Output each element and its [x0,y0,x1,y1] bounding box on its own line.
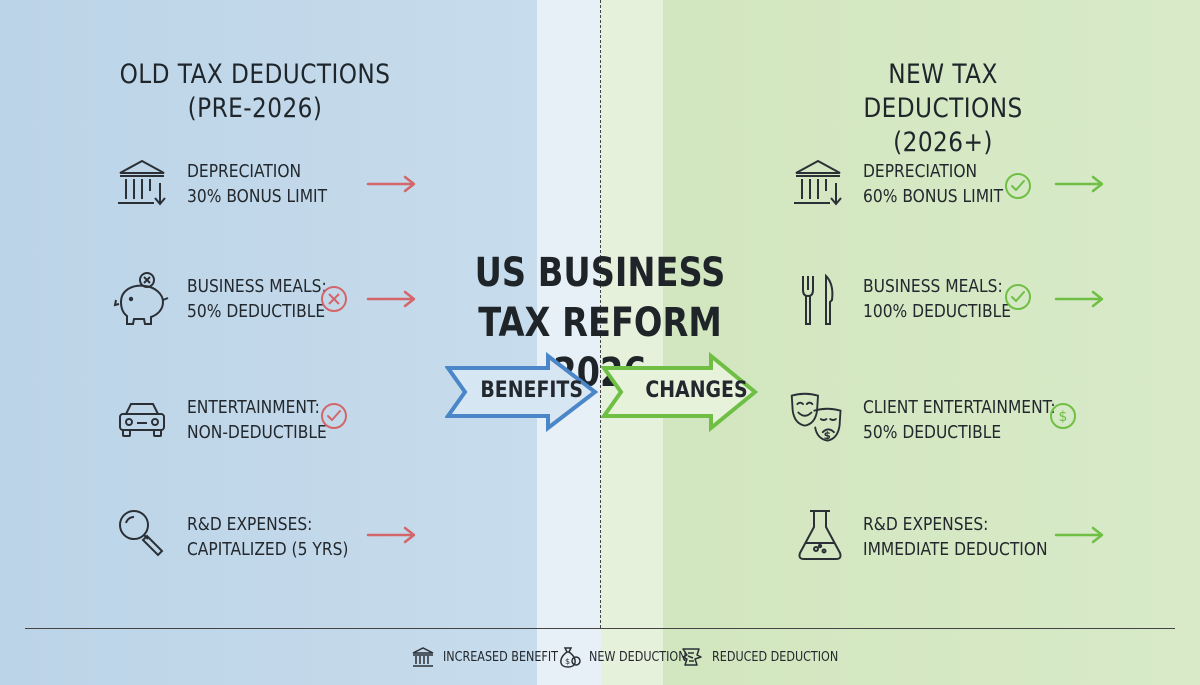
red-arrow-icon [366,290,416,308]
old-panel-background [0,0,537,685]
check-circle-icon [1005,173,1031,199]
green-arrow-icon [1054,290,1104,308]
new-deductions-title: NEW TAX DEDUCTIONS (2026+) [805,58,1080,160]
x-circle-icon [321,286,347,312]
item-line2: CAPITALIZED (5 YRS) [187,539,349,560]
changes-arrow-label: CHANGES [645,378,748,403]
legend-item-increased-benefit: INCREASED BENEFIT [411,644,577,670]
old-item-depreciation: DEPRECIATION 30% BONUS LIMIT [187,159,327,209]
main-title-line1: US BUSINESS [474,250,726,296]
flask-icon [798,510,842,560]
piggy-bank-icon [113,272,169,325]
item-line2: 60% BONUS LIMIT [863,186,1004,207]
money-bag-icon: $ [560,647,581,668]
item-line2: 50% DEDUCTIBLE [863,422,1002,443]
item-line2: 30% BONUS LIMIT [187,186,328,207]
receipt-icon [682,648,702,666]
item-line1: BUSINESS MEALS: [863,276,1003,297]
old-item-business-meals: BUSINESS MEALS: 50% DEDUCTIBLE [187,274,327,324]
new-title-line2: (2026+) [893,127,993,158]
item-line2: IMMEDIATE DEDUCTION [863,539,1048,560]
item-line1: BUSINESS MEALS: [187,276,327,297]
new-title-line1: NEW TAX DEDUCTIONS [863,59,1023,124]
svg-text:$: $ [824,430,831,442]
old-item-entertainment: ENTERTAINMENT: NON-DEDUCTIBLE [187,395,327,445]
bank-icon [412,647,434,667]
legend-item-reduced-deduction: REDUCED DEDUCTION [680,644,859,670]
benefits-arrow [445,352,599,432]
new-panel-background [663,0,1200,685]
benefits-arrow-label: BENEFITS [480,378,583,403]
svg-text:$: $ [565,657,570,666]
new-item-client-entertainment: CLIENT ENTERTAINMENT: 50% DEDUCTIBLE [863,395,1056,445]
item-line1: ENTERTAINMENT: [187,397,320,418]
new-item-business-meals: BUSINESS MEALS: 100% DEDUCTIBLE [863,274,1011,324]
old-title-line2: (PRE-2026) [187,93,323,124]
legend-divider [25,628,1175,629]
item-line1: CLIENT ENTERTAINMENT: [863,397,1056,418]
legend-item-new-deduction: $ NEW DEDUCTION [557,644,702,670]
center-light-band-right [601,0,663,685]
car-icon [119,403,165,437]
item-line1: DEPRECIATION [863,161,978,182]
item-line1: R&D EXPENSES: [187,514,313,535]
dollar-circle-icon: $ [1050,403,1076,429]
magnifier-icon [119,510,164,557]
check-circle-icon [1005,284,1031,310]
changes-arrow [601,352,759,432]
bank-down-icon [794,159,842,206]
item-line1: DEPRECIATION [187,161,302,182]
center-light-band-left [537,0,601,685]
red-arrow-icon [366,526,416,544]
item-line2: 50% DEDUCTIBLE [187,301,326,322]
red-arrow-icon [366,175,416,193]
theater-masks-icon: $ [790,392,842,442]
legend-label: INCREASED BENEFIT [443,649,558,665]
legend: INCREASED BENEFIT $ NEW DEDUCTION REDUCE… [0,644,1200,670]
new-item-rd-expenses: R&D EXPENSES: IMMEDIATE DEDUCTION [863,512,1048,562]
green-arrow-icon [1054,526,1104,544]
legend-label: REDUCED DEDUCTION [712,649,839,665]
item-line2: NON-DEDUCTIBLE [187,422,327,443]
check-circle-icon [321,403,347,429]
old-title-line1: OLD TAX DEDUCTIONS [119,59,391,90]
old-item-rd-expenses: R&D EXPENSES: CAPITALIZED (5 YRS) [187,512,348,562]
svg-text:$: $ [1059,409,1068,425]
fork-knife-icon [802,273,834,325]
center-dashed-divider [600,0,601,628]
new-item-depreciation: DEPRECIATION 60% BONUS LIMIT [863,159,1003,209]
legend-label: NEW DEDUCTION [589,649,687,665]
green-arrow-icon [1054,175,1104,193]
item-line1: R&D EXPENSES: [863,514,989,535]
bank-down-icon [118,159,166,206]
old-deductions-title: OLD TAX DEDUCTIONS (PRE-2026) [117,58,392,126]
item-line2: 100% DEDUCTIBLE [863,301,1011,322]
